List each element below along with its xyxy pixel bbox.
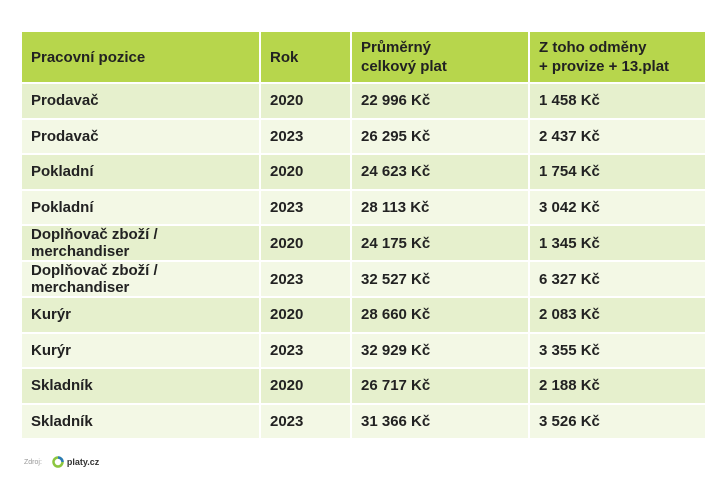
- table-row: Kurýr 2023 32 929 Kč 3 355 Kč: [22, 333, 705, 367]
- cell: Prodavač: [22, 84, 259, 118]
- cell: 2023: [261, 262, 350, 296]
- cell: 1 458 Kč: [530, 84, 705, 118]
- table-row: Doplňovač zboží / merchandiser 2023 32 527…: [22, 262, 705, 296]
- cell: 2023: [261, 404, 350, 438]
- cell: 3 526 Kč: [530, 404, 705, 438]
- cell: 2 083 Kč: [530, 298, 705, 332]
- cell: 3 042 Kč: [530, 190, 705, 224]
- cell: 2020: [261, 84, 350, 118]
- header-text: Pracovní pozice: [31, 48, 146, 66]
- table-row: Pokladní 2020 24 623 Kč 1 754 Kč: [22, 155, 705, 189]
- table-row: Prodavač 2020 22 996 Kč 1 458 Kč: [22, 84, 705, 118]
- table-row: Pokladní 2023 28 113 Kč 3 042 Kč: [22, 190, 705, 224]
- cell: 1 754 Kč: [530, 155, 705, 189]
- cell: Skladník: [22, 369, 259, 403]
- cell: 24 623 Kč: [352, 155, 528, 189]
- cell: 2020: [261, 155, 350, 189]
- header-cell: Z toho odměny + provize + 13.plat: [530, 32, 705, 82]
- header-cell: Rok: [261, 32, 350, 82]
- header-text: + provize + 13.plat: [539, 58, 670, 75]
- cell: 2023: [261, 333, 350, 367]
- cell: 2023: [261, 119, 350, 153]
- cell: Doplňovač zboží / merchandiser: [22, 262, 259, 296]
- brand: platy.cz: [66, 457, 100, 467]
- cell: Doplňovač zboží / merchandiser: [22, 226, 259, 260]
- table-row: Kurýr 2020 28 660 Kč 2 083 Kč: [22, 298, 705, 332]
- cell: Skladník: [22, 404, 259, 438]
- salary-table: Pracovní pozice Rok Průměrný celkový plat Z …: [20, 30, 707, 440]
- cell: 32 929 Kč: [352, 333, 528, 367]
- cell: 28 660 Kč: [352, 298, 528, 332]
- header-text: celkový plat: [361, 58, 447, 75]
- table-row: Doplňovač zboží / merchandiser 2020 24 175…: [22, 226, 705, 260]
- header-text: Z toho odměny: [539, 39, 647, 56]
- cell: 2020: [261, 369, 350, 403]
- cell: 26 717 Kč: [352, 369, 528, 403]
- header-cell: Pracovní pozice: [22, 32, 259, 82]
- table-body: Prodavač 2020 22 996 Kč 1 458 Kč Prodavač 202…: [22, 84, 705, 438]
- cell: Kurýr: [22, 298, 259, 332]
- cell: 3 355 Kč: [530, 333, 705, 367]
- cell: 28 113 Kč: [352, 190, 528, 224]
- footer: Zdroj: platy.cz: [24, 456, 99, 468]
- cell: 2023: [261, 190, 350, 224]
- cell: Pokladní: [22, 190, 259, 224]
- header-cell: Průměrný celkový plat: [352, 32, 528, 82]
- table-row: Prodavač 2023 26 295 Kč 2 437 Kč: [22, 119, 705, 153]
- cell: 32 527 Kč: [352, 262, 528, 296]
- cell: 6 327 Kč: [530, 262, 705, 296]
- table-row: Skladník 2023 31 366 Kč 3 526 Kč: [22, 404, 705, 438]
- cell: Kurýr: [22, 333, 259, 367]
- cell: 31 366 Kč: [352, 404, 528, 438]
- cell: 2020: [261, 298, 350, 332]
- cell: 2 188 Kč: [530, 369, 705, 403]
- logo-icon: [52, 456, 64, 468]
- cell: 22 996 Kč: [352, 84, 528, 118]
- header-text: Rok: [270, 48, 299, 66]
- header-row: Pracovní pozice Rok Průměrný celkový plat Z …: [22, 32, 705, 82]
- cell: Prodavač: [22, 119, 259, 153]
- cell: 2 437 Kč: [530, 119, 705, 153]
- cell: 2020: [261, 226, 350, 260]
- header-text: Průměrný: [361, 39, 432, 56]
- cell: Pokladní: [22, 155, 259, 189]
- table-row: Skladník 2020 26 717 Kč 2 188 Kč: [22, 369, 705, 403]
- cell: 24 175 Kč: [352, 226, 528, 260]
- source-label: Zdroj:: [24, 458, 42, 466]
- cell: 26 295 Kč: [352, 119, 528, 153]
- cell: 1 345 Kč: [530, 226, 705, 260]
